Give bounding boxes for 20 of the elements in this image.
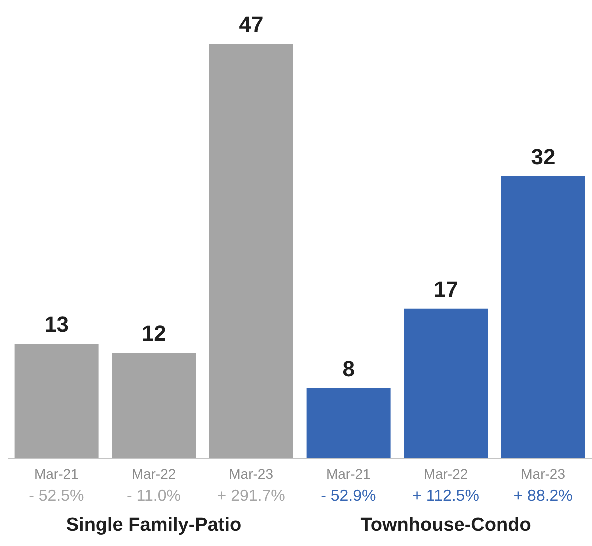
text: - 11.0% [127,488,181,506]
x-tick-label: Mar-23 [521,466,566,482]
text: + 112.5% [412,488,480,506]
text: - 52.5% [29,488,84,506]
text: - 52.9% [321,488,376,506]
text: + 291.7% [217,488,286,506]
x-tick-label: Mar-21 [326,466,372,482]
data-label: 8 [342,356,355,382]
x-tick-label: Mar-22 [424,466,468,482]
x-axis-title: Townhouse-Condo [360,515,532,537]
data-label: 12 [142,321,166,346]
x-tick-label: Mar-22 [132,466,176,482]
data-label: 13 [44,312,70,338]
x-tick-label: Mar-23 [229,466,274,482]
data-label: 32 [531,144,556,170]
x-axis-title: Single Family-Patio [66,515,242,537]
data-label: 47 [239,12,264,37]
data-label: 17 [434,276,458,302]
text: + 88.2% [514,488,573,506]
x-tick-label: Mar-21 [34,466,80,482]
